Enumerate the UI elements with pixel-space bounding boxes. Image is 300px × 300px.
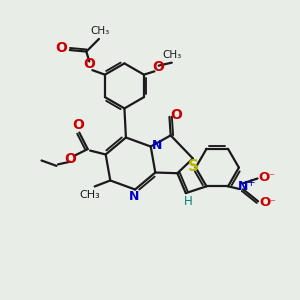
Text: O: O [258, 170, 270, 184]
Text: O: O [153, 61, 164, 74]
Text: O: O [83, 58, 95, 71]
Text: O: O [72, 118, 84, 132]
Text: O: O [64, 152, 76, 166]
Text: CH₃: CH₃ [91, 26, 110, 37]
Text: O: O [170, 108, 182, 122]
Text: CH₃: CH₃ [79, 190, 100, 200]
Text: O: O [56, 41, 68, 55]
Text: CH₃: CH₃ [163, 50, 182, 61]
Text: N: N [238, 180, 248, 193]
Text: N: N [129, 190, 140, 202]
Text: O: O [259, 196, 270, 209]
Text: ⁻: ⁻ [268, 172, 274, 182]
Text: S: S [188, 159, 199, 174]
Text: H: H [184, 195, 193, 208]
Text: +: + [247, 178, 255, 188]
Text: N: N [152, 139, 163, 152]
Text: ⁻: ⁻ [269, 198, 275, 208]
